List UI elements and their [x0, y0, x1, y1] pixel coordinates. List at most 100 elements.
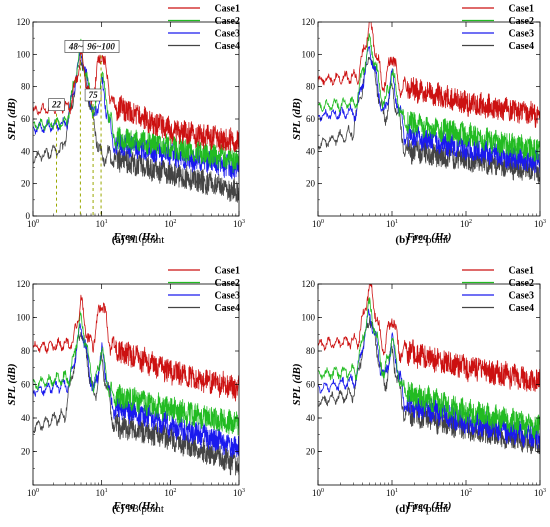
- series-group: [33, 294, 239, 476]
- y-tick-label: 20: [306, 179, 316, 189]
- legend-label-case3: Case3: [508, 29, 534, 40]
- caption-text: P3 point: [124, 503, 164, 515]
- series-line-case3: [33, 323, 239, 458]
- x-tick-exponent: 1: [105, 219, 108, 225]
- x-tick-exponent: 3: [543, 219, 546, 225]
- x-tick-label: 103: [233, 488, 245, 498]
- panel-caption: (b) P2 point: [395, 234, 448, 246]
- x-tick-exponent: 0: [36, 219, 39, 225]
- x-axis-label: Freq (Hz): [406, 231, 452, 243]
- y-tick-label: 40: [306, 146, 316, 156]
- y-tick-label: 80: [21, 82, 31, 92]
- series-line-case1: [318, 22, 540, 128]
- x-axis-label: Freq (Hz): [113, 500, 159, 512]
- y-tick-label: 20: [21, 447, 31, 457]
- x-tick-exponent: 0: [321, 488, 324, 494]
- y-tick-label: 120: [302, 279, 316, 289]
- series-group: [318, 22, 540, 184]
- caption-letter: (d): [395, 503, 409, 515]
- legend-label-case1: Case1: [214, 266, 240, 277]
- legend-label-case3: Case3: [214, 29, 240, 40]
- y-tick-label: 120: [302, 17, 316, 27]
- legend-label-case2: Case2: [214, 16, 240, 27]
- legend-label-case3: Case3: [214, 291, 240, 302]
- legend-label-case1: Case1: [508, 4, 534, 15]
- x-tick-label: 103: [534, 488, 546, 498]
- y-tick-label: 100: [17, 49, 31, 59]
- plot-frame: [317, 283, 541, 486]
- annotation-box: [84, 88, 102, 102]
- x-tick-exponent: 3: [242, 219, 245, 225]
- x-tick-base: 10: [164, 488, 174, 498]
- y-tick-label: 40: [21, 413, 31, 423]
- x-tick-base: 10: [27, 488, 37, 498]
- caption-letter: (b): [395, 234, 409, 246]
- x-tick-label: 102: [164, 488, 176, 498]
- x-tick-base: 10: [96, 219, 106, 229]
- caption-letter: (c): [112, 503, 125, 515]
- x-tick-exponent: 3: [242, 488, 245, 494]
- x-axis-label: Freq (Hz): [406, 500, 452, 512]
- series-line-case3: [318, 46, 540, 174]
- x-tick-exponent: 3: [543, 488, 546, 494]
- x-tick-base: 10: [233, 219, 243, 229]
- x-tick-label: 102: [460, 219, 472, 229]
- y-axis-label: SPL (dB): [291, 98, 303, 140]
- y-tick-label: 20: [21, 179, 31, 189]
- legend-label-case4: Case4: [508, 303, 534, 314]
- y-tick-label: 0: [26, 211, 31, 221]
- panel-caption: (d) P4 point: [395, 503, 448, 515]
- caption-letter: (a): [112, 234, 125, 246]
- annotation-text: 75: [89, 90, 99, 100]
- caption-text: P1 point: [125, 234, 165, 246]
- legend-label-case2: Case2: [508, 278, 534, 289]
- series-line-case4: [33, 331, 239, 476]
- legend-label-case4: Case4: [214, 303, 240, 314]
- legend-label-case2: Case2: [214, 278, 240, 289]
- x-tick-base: 10: [96, 488, 106, 498]
- panel-caption: (a) P1 point: [112, 234, 165, 246]
- legend-label-case4: Case4: [508, 41, 534, 52]
- x-tick-base: 10: [27, 219, 37, 229]
- y-tick-label: 100: [17, 313, 31, 323]
- x-tick-label: 101: [386, 488, 398, 498]
- x-tick-label: 103: [233, 219, 245, 229]
- y-tick-label: 20: [306, 447, 316, 457]
- legend-label-case1: Case1: [508, 266, 534, 277]
- y-tick-label: 80: [306, 82, 316, 92]
- x-tick-exponent: 2: [469, 488, 472, 494]
- x-tick-base: 10: [534, 219, 544, 229]
- legend-label-case3: Case3: [508, 291, 534, 302]
- x-tick-label: 102: [164, 219, 176, 229]
- series-line-case2: [318, 297, 540, 440]
- annotation-label: 75: [84, 88, 102, 102]
- y-tick-label: 40: [21, 146, 31, 156]
- x-tick-label: 101: [96, 488, 108, 498]
- annotation-text: 96~100: [87, 41, 115, 51]
- x-tick-label: 100: [312, 219, 324, 229]
- x-tick-base: 10: [233, 488, 243, 498]
- annotation-label: 22: [48, 98, 65, 111]
- x-tick-base: 10: [312, 488, 322, 498]
- legend-label-case2: Case2: [508, 16, 534, 27]
- caption-text: P2 point: [409, 234, 449, 246]
- annotation-text: 48~50: [68, 41, 93, 51]
- annotation-box: [82, 40, 120, 53]
- x-tick-exponent: 1: [395, 488, 398, 494]
- x-tick-label: 100: [312, 488, 324, 498]
- x-tick-label: 103: [534, 219, 546, 229]
- y-tick-label: 120: [17, 279, 31, 289]
- x-tick-label: 100: [27, 219, 39, 229]
- y-axis-label: SPL (dB): [6, 363, 18, 405]
- series-line-case2: [318, 33, 540, 162]
- series-group: [318, 284, 540, 455]
- x-tick-base: 10: [460, 219, 470, 229]
- legend-label-case1: Case1: [214, 4, 240, 15]
- y-tick-label: 60: [21, 380, 31, 390]
